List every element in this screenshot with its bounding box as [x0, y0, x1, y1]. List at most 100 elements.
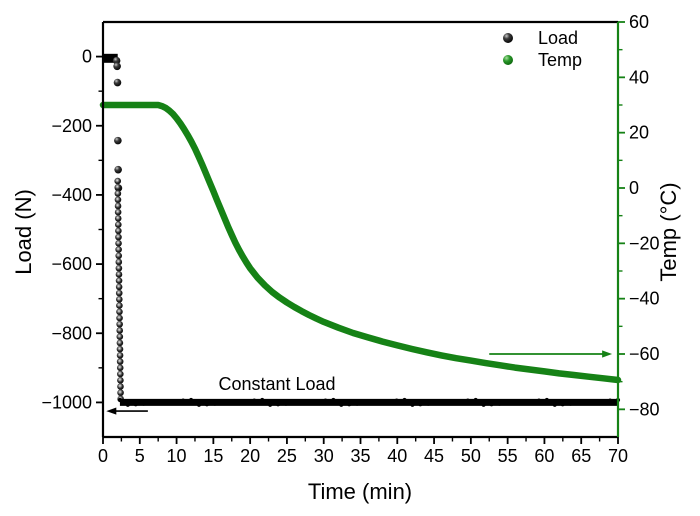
load-plateau-point: [188, 397, 194, 403]
load-plateau-point: [426, 401, 431, 406]
left-tick-label: −400: [51, 185, 92, 205]
load-plateau-point: [370, 400, 376, 405]
load-plateau-point: [220, 400, 225, 406]
load-plateau-point: [552, 402, 557, 407]
load-plateau-point: [323, 398, 328, 403]
x-tick-label: 0: [98, 446, 108, 466]
ticks-layer: 0 5 10 15 20 25 30 35 40 45 50 55 60 65 700−200−400−60…: [41, 12, 659, 466]
load-plateau-point: [236, 399, 241, 404]
load-plateau-point: [141, 401, 146, 406]
annotation-arrow-head: [602, 350, 613, 358]
left-tick-label: −200: [51, 116, 92, 136]
load-column-point: [116, 352, 124, 359]
load-plateau-point: [331, 397, 336, 403]
x-axis-title: Time (min): [308, 479, 412, 504]
load-column-point: [116, 302, 123, 309]
load-column-point: [114, 184, 122, 191]
load-plateau-point: [149, 400, 154, 406]
load-plateau-point: [544, 397, 549, 403]
right-axis-title: Temp (°C): [656, 182, 681, 281]
load-plateau-point: [173, 399, 178, 404]
load-plateau-point: [481, 402, 486, 407]
left-tick-label: −1000: [41, 392, 92, 412]
load-column-point: [114, 190, 122, 197]
legend: Load Temp: [503, 28, 582, 70]
load-column-point: [116, 327, 124, 334]
x-tick-label: 35: [350, 446, 370, 466]
load-plateau-point: [528, 399, 534, 404]
x-tick-label: 70: [608, 446, 628, 466]
load-column-point: [115, 283, 123, 291]
right-tick-label: −60: [629, 344, 660, 364]
load-plateau-point: [181, 398, 186, 403]
load-column-point: [116, 308, 123, 316]
load-plateau-point: [291, 400, 296, 406]
load-drop-point: [113, 78, 122, 87]
load-column-point: [116, 296, 123, 303]
load-column-point: [116, 358, 124, 365]
load-plateau-point: [513, 400, 518, 405]
load-drop-point: [113, 62, 121, 71]
load-plateau-point: [339, 402, 344, 407]
x-tick-label: 20: [240, 446, 260, 466]
x-tick-label: 65: [571, 446, 591, 466]
load-column-point: [115, 240, 122, 247]
load-column-point: [115, 264, 123, 272]
load-column-point: [117, 376, 124, 384]
x-tick-label: 30: [314, 446, 334, 466]
load-plateau-point: [568, 401, 573, 406]
load-plateau-point: [576, 400, 581, 406]
load-column-point: [116, 364, 124, 372]
load-plateau-point: [283, 401, 289, 406]
load-column-point: [115, 227, 122, 235]
load-plateau-point: [592, 399, 597, 404]
load-drop-point: [114, 165, 122, 174]
left-tick-label: −800: [51, 323, 92, 343]
load-column-point: [115, 221, 122, 228]
annotations-layer: [106, 350, 613, 415]
load-plateau-point: [133, 402, 138, 407]
load-plateau-point: [196, 402, 202, 407]
load-column-point: [115, 289, 123, 297]
load-plateau-point: [449, 399, 455, 404]
x-tick-label: 5: [135, 446, 145, 466]
load-plateau-point: [410, 402, 415, 407]
load-plateau-point: [489, 402, 494, 407]
load-column-point: [114, 177, 122, 185]
load-column-point: [114, 202, 122, 210]
legend-load-sphere-icon: [503, 33, 513, 43]
legend-temp-label: Temp: [538, 50, 582, 70]
load-plateau-point: [347, 402, 352, 407]
load-plateau-point: [607, 398, 613, 403]
load-plateau-point: [125, 402, 130, 407]
load-plateau-point: [228, 400, 233, 405]
x-tick-label: 40: [387, 446, 407, 466]
right-tick-label: 60: [629, 12, 649, 32]
load-plateau-point: [505, 400, 510, 406]
load-plateau-point: [560, 402, 565, 407]
x-tick-label: 15: [203, 446, 223, 466]
load-column-point: [115, 258, 123, 266]
load-column-point: [116, 320, 123, 328]
load-plateau-point: [117, 397, 123, 403]
series-layer: [99, 53, 622, 407]
constant-load-annotation: Constant Load: [218, 374, 335, 394]
load-plateau-point: [355, 401, 360, 406]
load-column-point: [115, 246, 122, 253]
load-plateau-point: [252, 398, 257, 403]
load-plateau-point: [315, 399, 320, 404]
x-tick-label: 45: [424, 446, 444, 466]
right-tick-label: −40: [629, 289, 660, 309]
x-tick-label: 55: [498, 446, 518, 466]
load-plateau-point: [402, 397, 407, 403]
right-tick-label: 20: [629, 123, 649, 143]
right-tick-label: 40: [629, 67, 649, 87]
load-column-point: [114, 208, 122, 216]
x-tick-label: 60: [534, 446, 554, 466]
load-plateau-point: [268, 402, 273, 407]
load-column-point: [116, 333, 124, 341]
load-plateau-point: [521, 399, 526, 404]
x-tick-label: 50: [461, 446, 481, 466]
load-column-point: [117, 389, 124, 397]
